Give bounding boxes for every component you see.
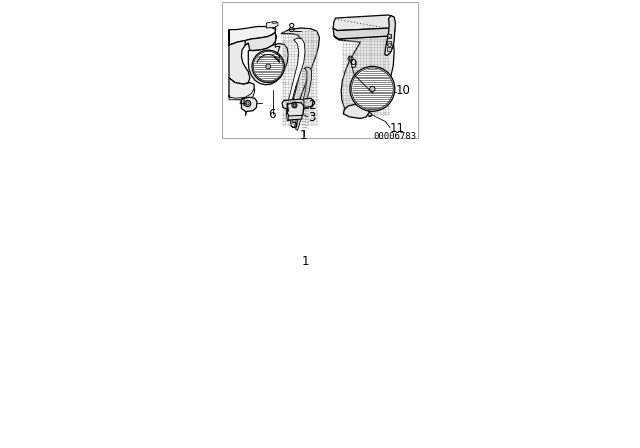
Polygon shape [387,41,391,45]
Polygon shape [229,89,255,100]
Text: 7: 7 [275,45,282,58]
Polygon shape [304,98,313,108]
Text: 00006783: 00006783 [373,132,416,141]
Text: 1: 1 [302,255,309,268]
Polygon shape [241,97,257,112]
Polygon shape [385,16,396,56]
Circle shape [252,50,284,82]
Circle shape [292,103,297,108]
Polygon shape [229,78,255,100]
Circle shape [349,57,352,60]
Text: 6: 6 [268,108,275,121]
Polygon shape [282,99,307,110]
Polygon shape [387,34,391,38]
Circle shape [351,68,393,110]
Polygon shape [287,102,304,118]
Text: 5: 5 [290,117,298,130]
Polygon shape [334,36,394,115]
Circle shape [266,64,271,69]
Polygon shape [387,47,391,51]
Polygon shape [333,15,394,30]
Text: 9: 9 [349,58,356,71]
Circle shape [370,86,375,91]
Text: 3: 3 [308,112,316,125]
Polygon shape [248,43,288,85]
Text: 11: 11 [389,122,404,135]
Polygon shape [286,38,305,121]
Circle shape [348,56,353,61]
Circle shape [244,100,251,107]
Polygon shape [229,30,250,84]
Circle shape [388,43,391,47]
Circle shape [253,52,283,82]
Text: 2: 2 [308,99,316,112]
Polygon shape [229,26,276,45]
Text: 8: 8 [287,22,294,35]
Circle shape [388,34,391,38]
Polygon shape [296,67,312,130]
Circle shape [293,104,296,107]
Polygon shape [281,28,319,128]
Polygon shape [344,104,369,118]
Polygon shape [245,33,276,51]
Text: 4: 4 [238,96,246,109]
Polygon shape [273,22,276,23]
Text: 1: 1 [300,129,307,142]
Polygon shape [333,25,395,39]
Polygon shape [288,115,302,120]
Circle shape [368,113,372,116]
Circle shape [350,66,395,111]
Text: 10: 10 [396,84,410,97]
Circle shape [246,102,249,105]
Polygon shape [266,22,278,28]
